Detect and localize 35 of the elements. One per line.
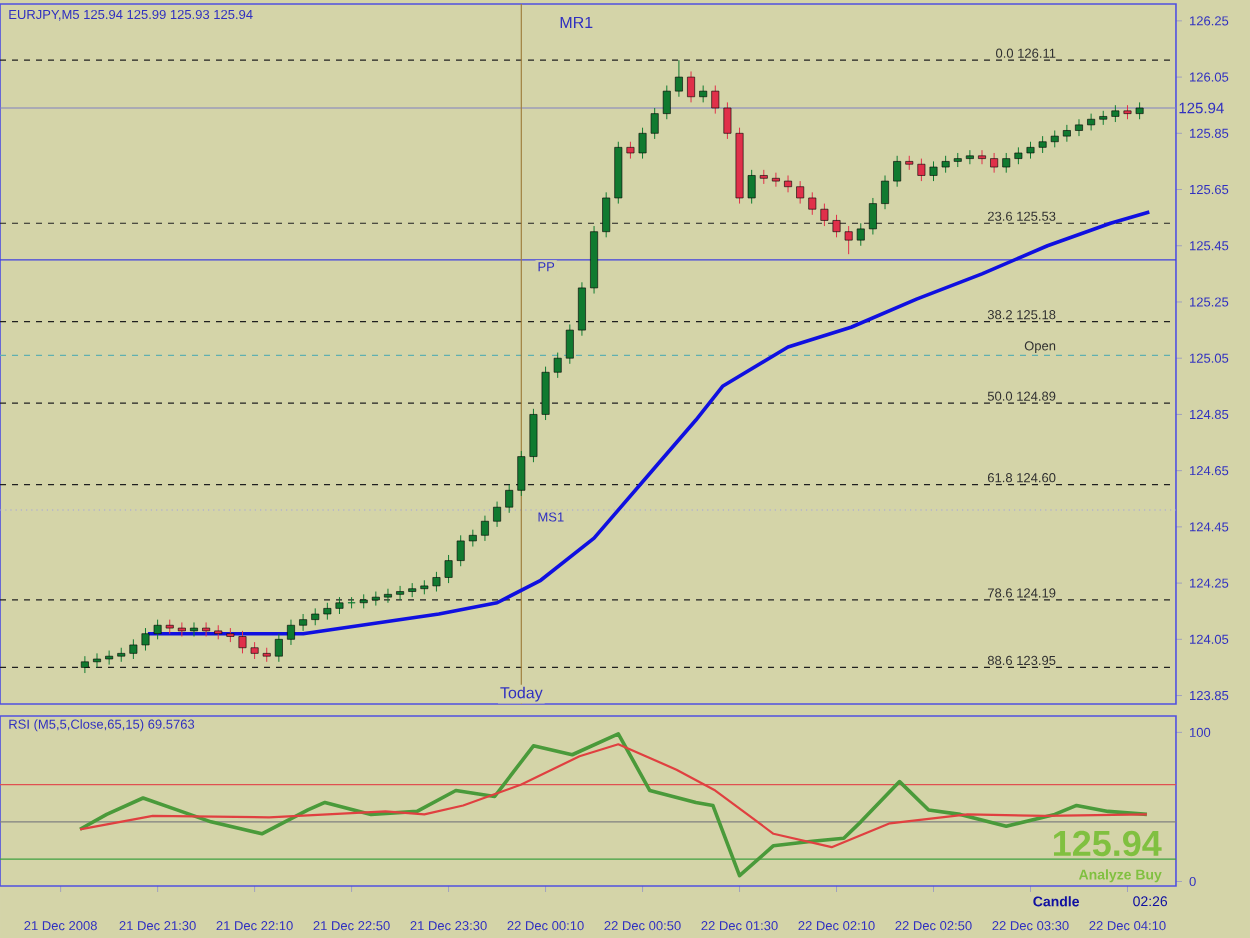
candlestick bbox=[1075, 118, 1083, 137]
candlestick bbox=[565, 323, 574, 365]
candlestick bbox=[396, 585, 405, 601]
candlestick bbox=[1062, 124, 1071, 143]
candlestick bbox=[105, 650, 114, 666]
annotation: MR1 bbox=[560, 16, 593, 28]
candlestick bbox=[274, 633, 283, 663]
ref-line-label: Today bbox=[500, 686, 543, 702]
candlestick bbox=[190, 621, 198, 637]
candlestick bbox=[771, 172, 780, 188]
candlestick bbox=[505, 484, 514, 514]
candlestick bbox=[687, 70, 695, 103]
candlestick bbox=[202, 621, 211, 637]
candlestick bbox=[493, 501, 502, 528]
candlestick bbox=[881, 174, 889, 210]
candlestick bbox=[990, 152, 999, 174]
candlestick bbox=[481, 515, 489, 542]
candlestick bbox=[384, 588, 392, 604]
candlestick bbox=[299, 613, 308, 632]
candlestick bbox=[796, 180, 805, 205]
candlestick bbox=[602, 191, 611, 238]
candlestick bbox=[287, 619, 295, 646]
annotation: 125.94 bbox=[1053, 830, 1162, 857]
candlestick bbox=[868, 197, 877, 236]
candlestick bbox=[893, 155, 902, 188]
candlestick bbox=[784, 174, 792, 193]
candlestick bbox=[93, 652, 101, 668]
candlestick bbox=[177, 621, 186, 637]
candlestick bbox=[965, 149, 974, 165]
candlestick bbox=[674, 59, 683, 98]
candlestick bbox=[1087, 113, 1096, 131]
candlestick bbox=[978, 149, 986, 165]
candlestick bbox=[578, 281, 586, 337]
candlestick bbox=[662, 85, 671, 120]
candlestick bbox=[80, 655, 89, 674]
